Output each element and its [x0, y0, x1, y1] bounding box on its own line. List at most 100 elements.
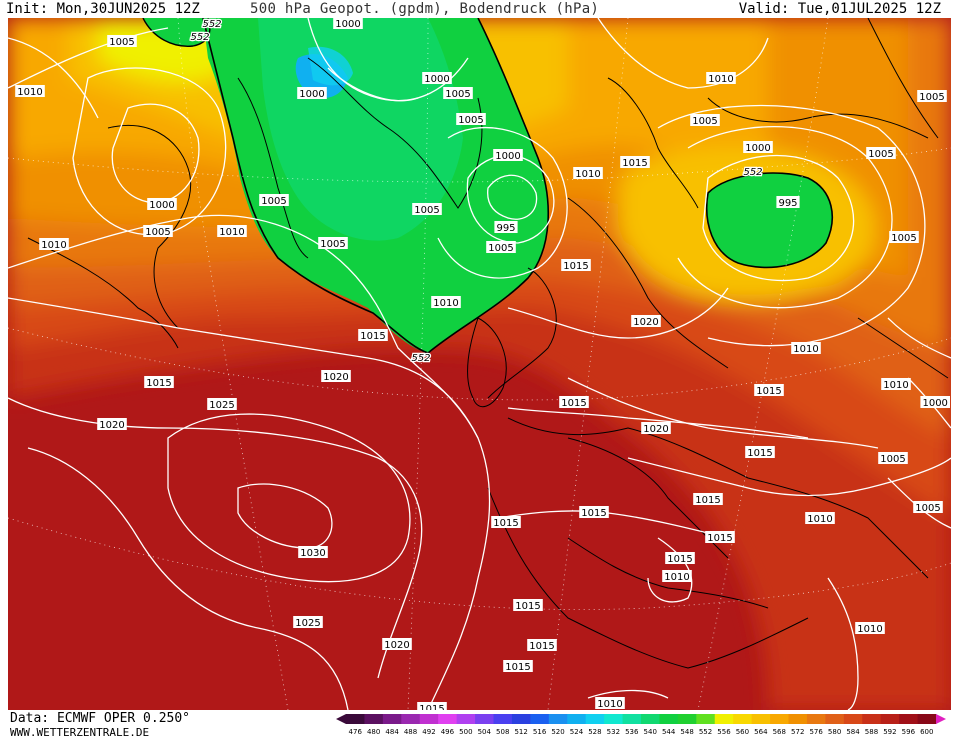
legend-label: 600: [920, 728, 934, 736]
svg-text:1000: 1000: [149, 200, 174, 211]
legend-label: 488: [403, 728, 418, 736]
pressure-label: 1020: [321, 370, 351, 383]
pressure-label: 1020: [382, 638, 412, 651]
svg-text:1010: 1010: [597, 699, 622, 710]
svg-text:1000: 1000: [922, 398, 947, 409]
pressure-label: 1005: [318, 237, 348, 250]
legend-swatch: [419, 714, 439, 724]
pressure-label: 1005: [412, 203, 442, 216]
svg-text:1000: 1000: [424, 74, 449, 85]
pressure-label: 1010: [595, 697, 625, 710]
pressure-label: 1000: [422, 72, 452, 85]
pressure-label: 1000: [297, 87, 327, 100]
pressure-label: 1005: [456, 113, 486, 126]
pressure-label: 1020: [97, 418, 127, 431]
legend-swatch: [917, 714, 937, 724]
legend-label: 504: [477, 728, 491, 736]
legend-swatch: [530, 714, 550, 724]
pressure-label: 1010: [15, 85, 45, 98]
svg-text:1015: 1015: [515, 601, 540, 612]
svg-text:1015: 1015: [667, 554, 692, 565]
pressure-label: 1015: [561, 259, 591, 272]
legend-label: 568: [772, 728, 786, 736]
svg-text:1005: 1005: [145, 227, 170, 238]
svg-text:1005: 1005: [915, 503, 940, 514]
weather-map: 552 552 552 552 1005 1010 1000 1000 1000 1005 100…: [8, 18, 951, 710]
legend-label: 520: [551, 728, 565, 736]
svg-text:1005: 1005: [414, 205, 439, 216]
svg-text:1015: 1015: [360, 331, 385, 342]
legend-label: 592: [883, 728, 897, 736]
legend-label: 540: [643, 728, 657, 736]
svg-text:1005: 1005: [891, 233, 916, 244]
data-source: Data: ECMWF OPER 0.250°: [10, 711, 191, 726]
pressure-labels: 1005 1010 1000 1000 1000 1005 1005 1005 1000 995 1…: [15, 18, 950, 710]
svg-text:1010: 1010: [575, 169, 600, 180]
svg-text:1015: 1015: [581, 508, 606, 519]
svg-text:1000: 1000: [495, 151, 520, 162]
pressure-label: 1000: [147, 198, 177, 211]
pressure-label: 1010: [431, 296, 461, 309]
svg-text:1020: 1020: [633, 317, 658, 328]
legend-label: 496: [440, 728, 455, 736]
legend-swatch: [567, 714, 587, 724]
legend-swatch: [843, 714, 863, 724]
svg-text:1015: 1015: [695, 495, 720, 506]
pressure-label: 1005: [889, 231, 919, 244]
legend-swatch: [346, 714, 365, 724]
legend-swatch: [862, 714, 882, 724]
svg-text:1000: 1000: [745, 143, 770, 154]
svg-text:1010: 1010: [857, 624, 882, 635]
pressure-label: 1010: [39, 238, 69, 251]
legend-label: 524: [569, 728, 584, 736]
pressure-label: 1005: [913, 501, 943, 514]
svg-text:1020: 1020: [99, 420, 124, 431]
legend-label: 580: [827, 728, 842, 736]
geopotential-label: 552: [411, 353, 430, 364]
pressure-label: 1010: [217, 225, 247, 238]
legend-label: 572: [791, 728, 805, 736]
legend-label: 536: [625, 728, 639, 736]
legend-label: 532: [606, 728, 621, 736]
legend-swatch: [770, 714, 789, 724]
legend-label: 564: [754, 728, 768, 736]
init-time: Init: Mon,30JUN2025 12Z: [6, 1, 200, 17]
svg-text:1015: 1015: [529, 641, 554, 652]
pressure-label: 1010: [805, 512, 835, 525]
legend-swatch: [659, 714, 679, 724]
pressure-label: 1015: [579, 506, 609, 519]
legend-label: 588: [864, 728, 879, 736]
map-title: 500 hPa Geopot. (gpdm), Bodendruck (hPa): [250, 1, 600, 17]
legend-label: 528: [588, 728, 602, 736]
svg-text:995: 995: [496, 223, 515, 234]
pressure-label: 1005: [259, 194, 289, 207]
pressure-label: 1015: [513, 599, 543, 612]
legend-arrow-right: [936, 714, 946, 724]
legend-swatch: [677, 714, 697, 724]
legend-label: 576: [809, 728, 823, 736]
geopotential-labels: 552 552 552 552: [189, 18, 764, 365]
pressure-label: 1010: [791, 342, 821, 355]
legend-swatch: [548, 714, 568, 724]
svg-text:1000: 1000: [335, 19, 360, 30]
pressure-label: 1005: [690, 114, 720, 127]
color-legend: [336, 714, 946, 724]
svg-text:1015: 1015: [622, 158, 647, 169]
pressure-label: 1010: [662, 570, 692, 583]
legend-label: 492: [422, 728, 436, 736]
svg-text:1005: 1005: [919, 92, 944, 103]
svg-text:1015: 1015: [561, 398, 586, 409]
svg-text:1015: 1015: [563, 261, 588, 272]
svg-text:1005: 1005: [880, 454, 905, 465]
pressure-label: 1010: [881, 378, 911, 391]
legend-label: 476: [348, 728, 362, 736]
svg-text:1005: 1005: [868, 149, 893, 160]
pressure-label: 1000: [920, 396, 950, 409]
legend-label: 508: [496, 728, 510, 736]
svg-text:1010: 1010: [793, 344, 818, 355]
legend-arrow-left: [336, 714, 346, 724]
svg-text:1015: 1015: [146, 378, 171, 389]
svg-text:1030: 1030: [300, 548, 325, 559]
svg-text:1010: 1010: [883, 380, 908, 391]
legend-swatch: [456, 714, 476, 724]
